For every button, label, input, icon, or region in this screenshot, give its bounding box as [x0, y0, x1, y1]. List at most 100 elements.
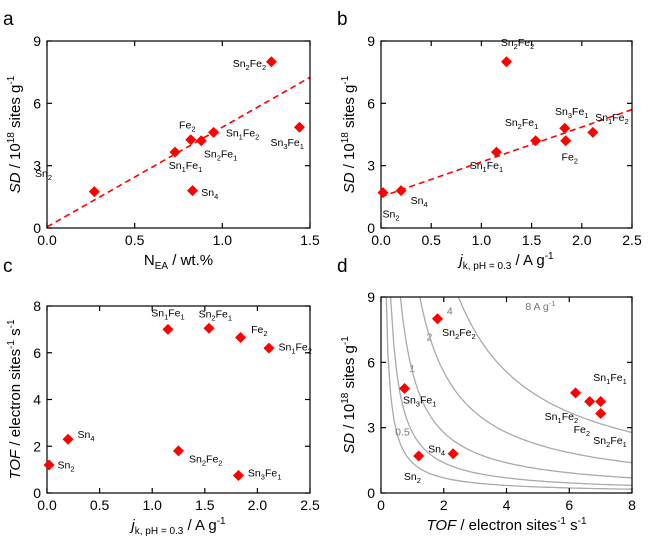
contour-label: 0.5 — [395, 426, 410, 438]
plot-frame — [380, 296, 633, 494]
data-point-label: Sn2​Fe1​ — [593, 435, 626, 449]
data-point-label: Sn2​ — [58, 459, 75, 473]
y-tick-label: 9 — [33, 33, 41, 49]
panel-b: b 0.0 0.5 1.0 1.5 2.0 2.5 0 3 6 9 jk, pH = 0.3​ / A… — [337, 9, 642, 272]
x-tick-label: 0.0 — [371, 232, 391, 248]
data-point — [232, 469, 244, 481]
y-tick-label: 8 — [33, 298, 41, 314]
data-point — [447, 448, 459, 460]
data-point-label: Sn1​Fe1​ — [151, 308, 184, 322]
x-axis-label: jk, pH = 0.3​ / A g-1​ — [457, 251, 554, 272]
data-point-label: Sn4​ — [201, 187, 218, 201]
data-point-label: Sn2​ — [404, 471, 421, 485]
x-tick-label: 1.0 — [472, 232, 492, 248]
data-point-label: Sn2​Fe1​ — [204, 148, 237, 162]
data-point — [265, 56, 277, 68]
contour-line — [385, 297, 632, 490]
y-tick-label: 6 — [367, 354, 375, 370]
y-tick-label: 0 — [367, 485, 375, 501]
y-tick-label: 6 — [33, 345, 41, 361]
data-point — [293, 121, 305, 133]
data-point — [263, 342, 275, 354]
contour-line — [390, 297, 632, 487]
x-tick-label: 0.5 — [125, 232, 145, 248]
y-tick-label: 3 — [367, 420, 375, 436]
data-point — [395, 185, 407, 197]
x-tick-label: 1.5 — [522, 232, 542, 248]
data-point-label: Fe2​ — [574, 424, 590, 438]
x-axis-label: NEA​ / wt.% — [144, 252, 213, 272]
data-point — [377, 187, 389, 199]
x-axis-label: TOF / electron sites-1​ s-1 — [426, 516, 587, 534]
x-tick-label: 2.0 — [248, 497, 268, 513]
data-point-label: Sn1​Fe1​ — [169, 160, 202, 174]
data-point — [501, 56, 512, 68]
y-tick-label: 3 — [367, 158, 375, 174]
contour-line — [419, 297, 632, 464]
y-axis-label: SD / 1018 sites g-1 — [340, 336, 358, 454]
y-axis-label: SD / 1018 sites g-1 — [340, 75, 358, 193]
y-tick-label: 0 — [33, 485, 41, 501]
fit-line — [380, 108, 633, 198]
data-point — [530, 135, 542, 147]
data-point — [169, 146, 181, 158]
x-tick-label: 0.0 — [37, 232, 57, 248]
x-tick-label: 1.0 — [213, 232, 233, 248]
panel-a: a 0.0 0.5 1.0 1.5 0 3 6 9 NEA​ / wt.% SD / 1018 si… — [3, 9, 320, 272]
data-point — [595, 408, 607, 420]
x-tick-label: 2.0 — [572, 232, 592, 248]
contour-line — [457, 297, 632, 434]
data-point — [570, 387, 582, 399]
data-point — [431, 313, 443, 325]
x-tick-label: 1.5 — [300, 232, 320, 248]
panel-c: c 0.0 0.5 1.0 1.5 2.0 2.5 0 2 4 6 8 jk, pH = 0.3​ / … — [3, 256, 320, 537]
x-tick-label: 1.0 — [142, 497, 162, 513]
x-tick-label: 1.5 — [195, 497, 215, 513]
data-point-label: Sn3​Fe1​ — [403, 395, 436, 409]
data-point-label: Sn2​Fe2​ — [233, 58, 266, 72]
y-tick-label: 9 — [367, 289, 375, 305]
x-tick-label: 0.5 — [90, 497, 110, 513]
contour-label: 4 — [447, 305, 453, 317]
data-point-label: Sn1​Fe1​ — [470, 160, 503, 174]
data-point-label: Fe2​ — [179, 119, 195, 133]
data-point — [162, 323, 174, 335]
data-point — [559, 122, 571, 134]
x-tick-label: 2.5 — [622, 232, 642, 248]
data-point — [584, 396, 596, 408]
contour-label: 8 A g-1 — [525, 299, 555, 313]
data-point-label: Sn1​Fe2​ — [545, 411, 578, 425]
data-point-label: Sn3​Fe1​ — [248, 468, 281, 482]
panel-label: a — [3, 9, 14, 30]
x-tick-label: 8 — [628, 497, 636, 513]
data-point-label: Sn4​ — [78, 429, 95, 443]
data-point-label: Sn2​Fe2​ — [189, 454, 222, 468]
y-tick-label: 4 — [33, 392, 41, 408]
data-point-label: Sn2​Fe1​ — [505, 117, 538, 131]
data-point-label: Sn4​ — [411, 195, 428, 209]
x-axis-label: jk, pH = 0.3​ / A g-1​ — [129, 516, 226, 537]
data-point-label: Sn4​ — [428, 444, 445, 458]
data-point — [235, 332, 247, 344]
data-point — [413, 450, 425, 462]
data-point-label: Sn1​Fe1​ — [593, 372, 626, 386]
y-tick-label: 2 — [33, 438, 41, 454]
x-tick-label: 2.5 — [300, 497, 320, 513]
panel-label: b — [337, 9, 348, 30]
data-point — [595, 396, 607, 408]
data-point-label: Sn1​Fe2​ — [278, 341, 311, 355]
x-tick-label: 0.0 — [37, 497, 57, 513]
y-tick-label: 0 — [33, 220, 41, 236]
y-tick-label: 9 — [367, 33, 375, 49]
data-point-label: Fe2​ — [251, 324, 267, 338]
y-tick-label: 6 — [367, 95, 375, 111]
data-point-label: Sn2​Fe2​ — [442, 327, 475, 341]
y-tick-label: 3 — [33, 158, 41, 174]
data-point-label: Sn3​Fe1​ — [555, 106, 588, 120]
panel-label: d — [337, 256, 348, 277]
x-tick-label: 4 — [503, 497, 511, 513]
data-point-label: Sn1​Fe2​ — [226, 128, 259, 142]
data-point — [88, 186, 100, 198]
